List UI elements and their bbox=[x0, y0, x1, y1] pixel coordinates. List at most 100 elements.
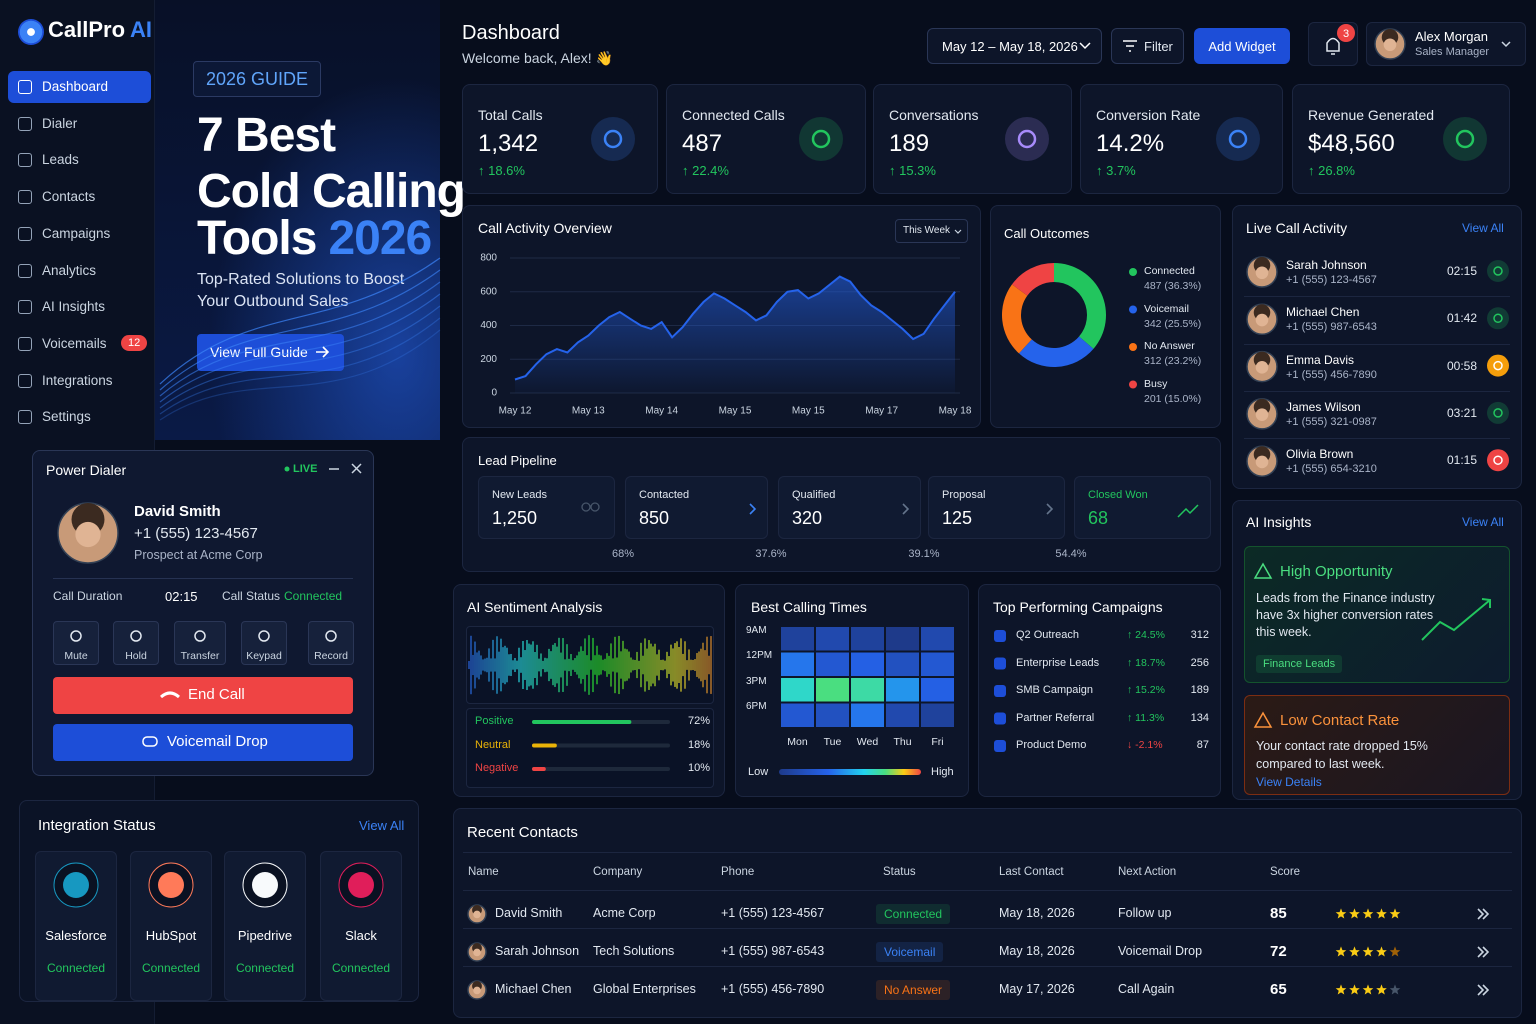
nav-icon bbox=[18, 153, 32, 168]
nav-icon bbox=[18, 116, 32, 131]
promo-button-label[interactable]: View Full Guide bbox=[210, 344, 308, 360]
nav-icon bbox=[18, 410, 32, 425]
control-label[interactable]: Mute bbox=[64, 650, 88, 662]
integration-name: Pipedrive bbox=[237, 928, 293, 943]
nav-item[interactable]: Dashboard bbox=[42, 79, 109, 94]
view-all[interactable]: View All bbox=[1462, 515, 1504, 529]
date-range[interactable]: May 12 – May 18, 2026 bbox=[942, 39, 1078, 54]
notifications-button[interactable] bbox=[1308, 22, 1358, 66]
sentiment-label: Neutral bbox=[475, 738, 511, 751]
call-duration: 02:15 bbox=[1446, 264, 1477, 278]
integration-tile bbox=[35, 851, 117, 1001]
column-header: Company bbox=[593, 866, 643, 878]
duration: 02:15 bbox=[165, 589, 198, 604]
nav-item[interactable]: Dialer bbox=[42, 115, 78, 131]
divider bbox=[463, 890, 1512, 891]
column-header: Name bbox=[468, 866, 499, 878]
integration-tile bbox=[130, 851, 212, 1001]
panel-title: Recent Contacts bbox=[467, 824, 578, 841]
control-button[interactable] bbox=[174, 621, 226, 665]
row-label: 6PM bbox=[746, 701, 767, 713]
brand-name: CallPro bbox=[48, 17, 126, 42]
campaign-name: SMB Campaign bbox=[1016, 684, 1094, 696]
insight-link[interactable]: View Details bbox=[1256, 775, 1322, 789]
nav-item[interactable]: Settings bbox=[42, 409, 91, 425]
status: Connected bbox=[284, 589, 343, 603]
campaign-calls: 189 bbox=[1190, 684, 1209, 696]
cell: May 17, 2026 bbox=[999, 982, 1075, 996]
chart-title: Best Calling Times bbox=[751, 599, 867, 615]
end-call-label[interactable]: End Call bbox=[188, 686, 245, 703]
filter-label[interactable]: Filter bbox=[1144, 39, 1173, 54]
control-button[interactable] bbox=[308, 621, 354, 665]
control-button[interactable] bbox=[113, 621, 159, 665]
pipeline-stage bbox=[778, 476, 921, 539]
status-badge: Voicemail bbox=[876, 942, 944, 962]
campaign-name: Product Demo bbox=[1016, 739, 1087, 751]
control-button[interactable] bbox=[241, 621, 287, 665]
status-badge: No Answer bbox=[876, 980, 951, 1000]
caller-phone: +1 (555) 123-4567 bbox=[1286, 274, 1377, 286]
integration-name: Salesforce bbox=[45, 928, 107, 943]
divider bbox=[1244, 296, 1510, 298]
period-select[interactable] bbox=[895, 219, 968, 243]
stage-name: Contacted bbox=[639, 489, 690, 501]
cell: +1 (555) 456-7890 bbox=[721, 982, 825, 996]
control-button[interactable] bbox=[53, 621, 99, 665]
voicemail-label[interactable]: Voicemail Drop bbox=[167, 733, 268, 750]
control-label[interactable]: Transfer bbox=[180, 650, 220, 662]
nav-item[interactable]: Contacts bbox=[42, 189, 96, 205]
control-label[interactable]: Hold bbox=[125, 650, 147, 662]
view-all[interactable]: View All bbox=[1462, 221, 1504, 235]
caller-phone: +1 (555) 321-0987 bbox=[1286, 415, 1377, 428]
user-name: Alex Morgan bbox=[1415, 29, 1488, 44]
add-widget-button[interactable] bbox=[1194, 28, 1290, 64]
campaign-change: ↓ -2.1% bbox=[1127, 739, 1163, 751]
kpi-card bbox=[462, 84, 658, 194]
insight-title: Low Contact Rate bbox=[1280, 712, 1400, 729]
stage-name: New Leads bbox=[492, 489, 548, 501]
kpi-change: ↑ 15.3% bbox=[889, 163, 936, 178]
cell: May 18, 2026 bbox=[999, 906, 1075, 920]
chart-title: Call Outcomes bbox=[1004, 226, 1090, 241]
view-all[interactable]: View All bbox=[359, 818, 405, 833]
integration-tile bbox=[320, 851, 402, 1001]
end-call-button[interactable] bbox=[53, 677, 353, 714]
period-label[interactable]: This Week bbox=[903, 225, 951, 236]
sentiment-label: Positive bbox=[475, 715, 514, 727]
page-title: Dashboard bbox=[462, 22, 560, 44]
cell: May 18, 2026 bbox=[999, 944, 1075, 958]
chart-title: Call Activity Overview bbox=[478, 220, 612, 236]
row-label: 3PM bbox=[746, 675, 767, 687]
kpi-value: $48,560 bbox=[1308, 130, 1395, 157]
conversion-rate: 68% bbox=[611, 548, 635, 560]
nav-icon bbox=[18, 336, 32, 351]
nav-item[interactable]: Integrations bbox=[42, 372, 113, 388]
date-picker[interactable] bbox=[927, 28, 1102, 64]
panel-title: AI Insights bbox=[1246, 514, 1312, 530]
pipeline-stage bbox=[625, 476, 768, 539]
kpi-value: 487 bbox=[682, 130, 723, 157]
nav-item[interactable]: Campaigns bbox=[42, 225, 111, 241]
nav-item[interactable]: Analytics bbox=[42, 262, 97, 278]
nav-item[interactable]: AI Insights bbox=[42, 299, 106, 315]
conversion-rate: 39.1% bbox=[908, 548, 940, 560]
caller-phone: +1 (555) 456-7890 bbox=[1286, 368, 1377, 381]
nav-icon bbox=[18, 300, 32, 315]
control-label[interactable]: Keypad bbox=[246, 650, 282, 662]
insight-text: Your contact rate dropped 15% compared t… bbox=[1256, 739, 1428, 771]
voicemail-button[interactable] bbox=[53, 724, 353, 761]
caller-name: Olivia Brown bbox=[1286, 447, 1354, 462]
column-header: Score bbox=[1270, 866, 1301, 878]
add-widget-label[interactable]: Add Widget bbox=[1208, 39, 1276, 54]
control-label[interactable]: Record bbox=[314, 650, 348, 662]
chart-title: AI Sentiment Analysis bbox=[467, 599, 603, 615]
nav-item[interactable]: Leads bbox=[42, 152, 79, 168]
caller-name: Emma Davis bbox=[1286, 352, 1355, 367]
cell: +1 (555) 123-4567 bbox=[721, 906, 825, 920]
column-header: Phone bbox=[721, 866, 755, 878]
campaign-calls: 134 bbox=[1190, 711, 1209, 724]
nav-item[interactable]: Voicemails bbox=[42, 335, 107, 351]
legend-value: 342 (25.5%) bbox=[1144, 317, 1202, 330]
sentiment-value: 72% bbox=[687, 715, 710, 727]
